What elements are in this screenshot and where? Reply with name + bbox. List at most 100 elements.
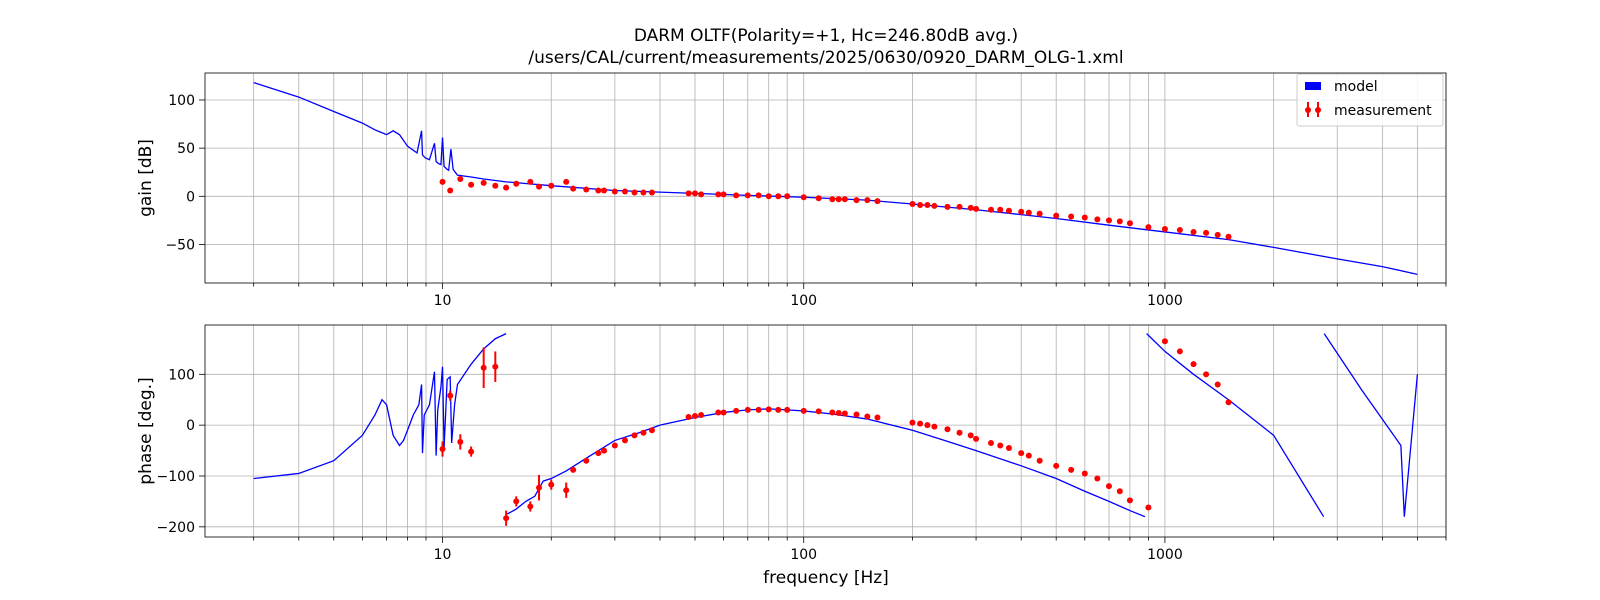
measurement-point [648, 427, 655, 434]
y-tick-label: 0 [186, 189, 195, 205]
measurement-point [457, 175, 464, 182]
measurement-point [715, 409, 722, 416]
measurement-point [997, 206, 1004, 213]
measurement-point [1068, 213, 1075, 220]
measurement-point [829, 409, 836, 416]
measurement-point [1161, 338, 1168, 345]
measurement-point [800, 194, 807, 201]
measurement-point [548, 182, 555, 189]
measurement-point [611, 442, 618, 449]
measurement-point [853, 197, 860, 204]
x-tick-label: 1000 [1147, 547, 1183, 563]
measurement-point [1105, 217, 1112, 224]
measurement-point [841, 196, 848, 203]
measurement-point [864, 413, 871, 420]
measurement-point [973, 205, 980, 212]
grid-lines [199, 73, 1447, 289]
measurement-point [720, 409, 727, 416]
measurement-point [874, 414, 881, 421]
measurement-point [1214, 231, 1221, 238]
measurement-point [815, 195, 822, 202]
measurement-point [997, 442, 1004, 449]
plot-area [253, 82, 1418, 275]
measurement-point [698, 191, 705, 198]
legend-point [1315, 107, 1321, 113]
measurement-point [909, 201, 916, 208]
measurement-point [715, 191, 722, 198]
measurement-point [967, 204, 974, 211]
measurement-point [1094, 475, 1101, 482]
measurement-point [563, 487, 570, 494]
measurement-point [536, 183, 543, 190]
measurement-point [468, 448, 475, 455]
measurement-point [583, 186, 590, 193]
legend-measurement-label: measurement [1334, 103, 1432, 119]
plot-area [253, 333, 1419, 526]
measurement-point [988, 206, 995, 213]
measurement-point [944, 203, 951, 210]
measurement-point [1116, 218, 1123, 225]
measurement-point [1126, 497, 1133, 504]
measurement-point [447, 187, 454, 194]
measurement-point [835, 409, 842, 416]
measurement-point [733, 407, 740, 414]
measurement-point [956, 203, 963, 210]
measurement-point [691, 190, 698, 197]
measurement-point [685, 414, 692, 421]
measurement-point [1025, 452, 1032, 459]
measurement-point [492, 363, 499, 370]
measurement-point [1018, 450, 1025, 457]
measurement-point [595, 187, 602, 194]
measurement-point [841, 410, 848, 417]
measurement-point [1025, 209, 1032, 216]
measurement-point [648, 189, 655, 196]
measurement-point [1145, 504, 1152, 511]
y-axis-label: phase [deg.] [136, 377, 156, 484]
measurement-point [924, 201, 931, 208]
measurement-point [1036, 457, 1043, 464]
measurement-point [480, 179, 487, 186]
measurement-point [492, 182, 499, 189]
measurement-point [595, 450, 602, 457]
measurement-point [1145, 224, 1152, 231]
measurement-point [1116, 488, 1123, 495]
measurement-point [1018, 208, 1025, 215]
measurement-point [640, 189, 647, 196]
grid-lines [199, 325, 1447, 543]
legend-point [1305, 107, 1311, 113]
measurement-point [1161, 226, 1168, 233]
measurement-point [1081, 470, 1088, 477]
measurement-point [744, 406, 751, 413]
measurement-point [513, 498, 520, 505]
measurement-point [536, 484, 543, 491]
measurement-point [800, 407, 807, 414]
measurement-point [1005, 207, 1012, 214]
measurement-point [973, 435, 980, 442]
measurement-point [439, 446, 446, 453]
measurement-point [503, 515, 510, 522]
measurement-point [621, 188, 628, 195]
y-tick-label: 50 [177, 141, 195, 157]
measurement-point [1176, 227, 1183, 234]
measurement-point [755, 406, 762, 413]
measurement-point [1105, 483, 1112, 490]
measurement-point [784, 193, 791, 200]
measurement-point [570, 185, 577, 192]
measurement-point [1203, 371, 1210, 378]
measurement-point [853, 411, 860, 418]
measurement-point [733, 192, 740, 199]
measurement-point [765, 193, 772, 200]
model-line [253, 82, 1418, 275]
x-tick-label: 10 [434, 547, 452, 563]
measurement-point [631, 432, 638, 439]
measurement-point [1214, 381, 1221, 388]
measurement-point [988, 439, 995, 446]
measurement-point [1005, 445, 1012, 452]
legend: model measurement [1296, 73, 1444, 127]
measurement-point [601, 447, 608, 454]
measurement-point [698, 411, 705, 418]
measurement-point [527, 503, 534, 510]
measurement-point [720, 191, 727, 198]
measurement-point [1225, 399, 1232, 406]
